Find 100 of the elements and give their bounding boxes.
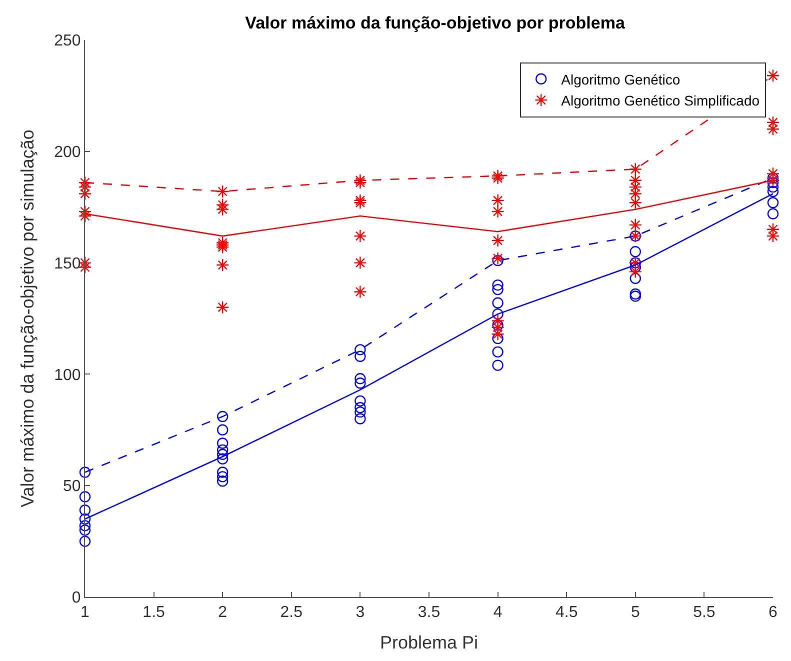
point bbox=[216, 238, 230, 252]
point bbox=[354, 176, 367, 190]
point bbox=[492, 254, 504, 266]
x-tick-label: 1 bbox=[80, 604, 90, 622]
point bbox=[354, 174, 367, 187]
point bbox=[79, 520, 91, 532]
point bbox=[491, 169, 504, 183]
x-tick-label: 2.5 bbox=[280, 604, 303, 622]
y-tick-label: 200 bbox=[54, 144, 81, 161]
point bbox=[216, 236, 230, 250]
point bbox=[78, 187, 92, 200]
point bbox=[79, 524, 91, 536]
point bbox=[217, 466, 228, 478]
point bbox=[216, 258, 230, 272]
point bbox=[766, 222, 780, 236]
y-tick-label: 150 bbox=[54, 255, 81, 272]
x-tick-label: 4 bbox=[493, 604, 502, 622]
point bbox=[767, 208, 779, 220]
point bbox=[217, 448, 228, 460]
point bbox=[630, 290, 641, 302]
legend-label: Algoritmo Genético Simplificado bbox=[561, 92, 760, 109]
point bbox=[491, 234, 504, 248]
point bbox=[491, 172, 504, 185]
point bbox=[767, 186, 779, 198]
point bbox=[354, 285, 367, 298]
x-tick-label: 1.5 bbox=[142, 604, 166, 622]
point bbox=[354, 194, 367, 208]
point bbox=[79, 504, 91, 516]
point bbox=[354, 344, 366, 356]
point bbox=[492, 284, 504, 296]
point bbox=[630, 272, 641, 284]
point bbox=[492, 279, 504, 291]
point bbox=[766, 116, 780, 130]
point bbox=[79, 536, 91, 547]
point bbox=[630, 288, 641, 300]
point bbox=[354, 229, 367, 243]
point bbox=[354, 395, 366, 407]
point bbox=[628, 162, 642, 176]
point bbox=[767, 181, 779, 193]
x-axis-title: Problema Pi bbox=[380, 632, 478, 652]
point bbox=[354, 378, 366, 389]
point bbox=[217, 410, 228, 422]
x-tick-label: 4.5 bbox=[555, 604, 578, 622]
point bbox=[766, 122, 780, 136]
y-tick-label: 0 bbox=[72, 590, 81, 607]
x-tick-label: 3 bbox=[356, 604, 365, 622]
point bbox=[492, 346, 504, 358]
point bbox=[216, 198, 230, 212]
point bbox=[492, 308, 504, 320]
x-tick-label: 6 bbox=[768, 604, 778, 622]
point bbox=[628, 180, 642, 194]
point bbox=[491, 252, 504, 265]
point bbox=[628, 196, 642, 210]
point bbox=[491, 320, 504, 334]
point bbox=[767, 176, 779, 188]
point bbox=[491, 328, 504, 341]
point bbox=[354, 413, 366, 424]
point bbox=[766, 69, 780, 82]
y-tick-label: 50 bbox=[63, 478, 81, 496]
point bbox=[354, 406, 366, 418]
point bbox=[492, 360, 504, 371]
point bbox=[79, 491, 91, 502]
point bbox=[628, 265, 642, 278]
point bbox=[491, 194, 504, 208]
point bbox=[216, 184, 230, 198]
point bbox=[491, 204, 504, 218]
point bbox=[628, 187, 642, 200]
point bbox=[217, 438, 228, 449]
point bbox=[628, 174, 642, 187]
point bbox=[354, 256, 367, 270]
point bbox=[492, 297, 504, 308]
point bbox=[217, 476, 228, 487]
point bbox=[79, 466, 91, 478]
point bbox=[216, 300, 230, 314]
point bbox=[767, 197, 779, 208]
point bbox=[491, 314, 504, 328]
point bbox=[354, 402, 366, 414]
point bbox=[354, 196, 367, 210]
y-tick-label: 250 bbox=[54, 32, 81, 50]
point bbox=[216, 240, 230, 254]
x-tick-label: 3.5 bbox=[418, 604, 440, 622]
y-axis-title: Valor máximo da função-objetivo por simulação bbox=[17, 130, 38, 508]
x-tick-label: 5.5 bbox=[693, 604, 716, 622]
point bbox=[766, 174, 780, 187]
legend-label: Algoritmo Genético bbox=[561, 71, 680, 88]
chart-title: Valor máximo da função-objetivo por problema bbox=[245, 13, 626, 32]
point bbox=[766, 229, 780, 243]
point bbox=[217, 453, 228, 464]
point bbox=[216, 202, 230, 216]
point bbox=[354, 350, 366, 362]
point bbox=[217, 444, 228, 456]
x-tick-label: 5 bbox=[630, 604, 640, 622]
point bbox=[630, 246, 641, 258]
point bbox=[217, 424, 228, 436]
point bbox=[628, 218, 642, 232]
point bbox=[217, 471, 228, 482]
point bbox=[79, 513, 91, 525]
y-tick-label: 100 bbox=[54, 366, 81, 384]
point bbox=[492, 332, 504, 344]
x-tick-label: 2 bbox=[218, 604, 228, 622]
